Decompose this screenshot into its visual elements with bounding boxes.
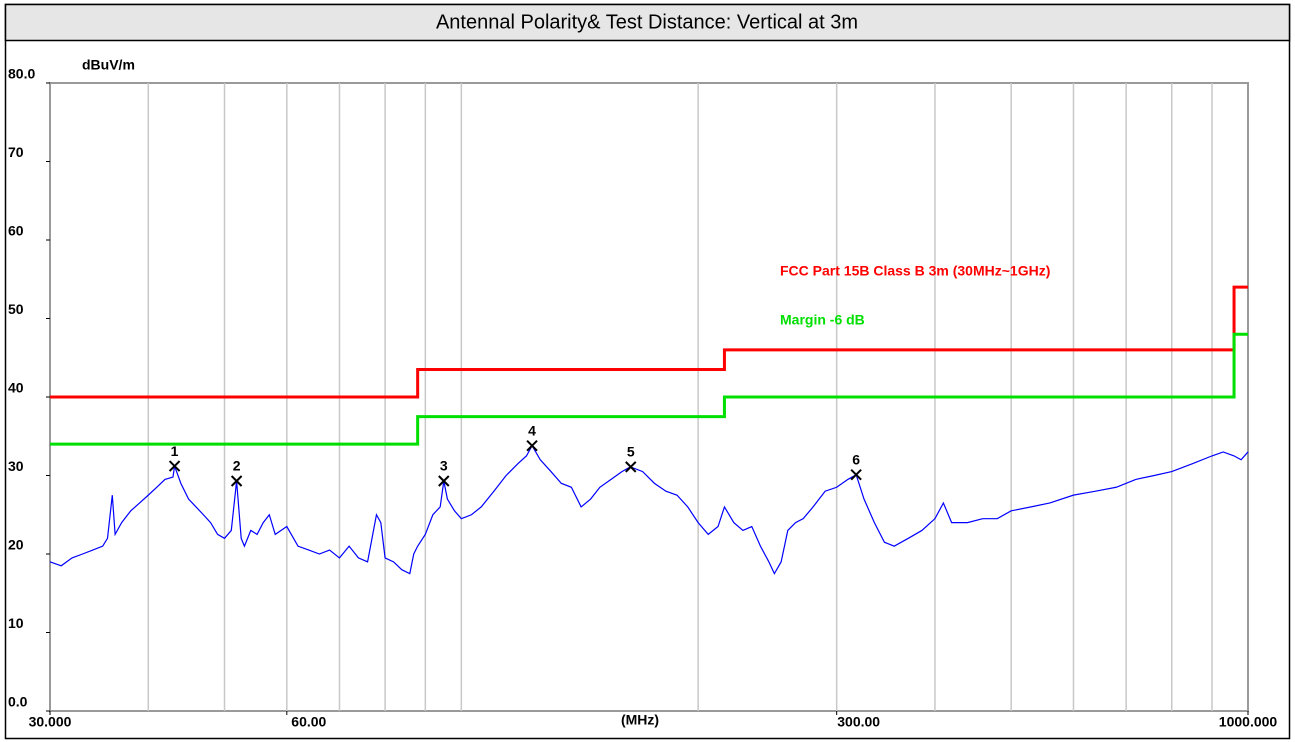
series-line [50, 332, 1248, 446]
x-axis-label: (MHz) [621, 712, 659, 728]
y-tick-label: 40 [8, 380, 24, 396]
legend-label: Margin -6 dB [780, 312, 865, 328]
legend-label: FCC Part 15B Class B 3m (30MHz~1GHz) [780, 263, 1050, 279]
marker-label: 1 [171, 443, 179, 459]
marker-label: 6 [852, 451, 860, 467]
x-tick-label: 1000.000 [1219, 714, 1278, 730]
marker-label: 3 [440, 458, 448, 474]
series-line [50, 285, 1248, 399]
y-tick-label: 0.0 [8, 694, 28, 710]
y-axis-label: dBuV/m [82, 57, 135, 73]
marker-label: 5 [627, 444, 635, 460]
y-tick-label: 30 [8, 458, 24, 474]
y-tick-label: 10 [8, 615, 24, 631]
marker-label: 4 [528, 422, 536, 438]
frame [4, 3, 1291, 740]
chart-title: Antennal Polarity& Test Distance: Vertic… [436, 11, 858, 33]
marker [438, 475, 450, 487]
y-tick-label: 20 [8, 537, 24, 553]
y-tick-label: 60 [8, 223, 24, 239]
y-tick-label: 70 [8, 144, 24, 160]
marker [230, 475, 243, 487]
marker [850, 469, 862, 481]
marker [625, 461, 637, 473]
marker-label: 2 [233, 458, 241, 474]
y-tick-label: 80.0 [8, 66, 35, 82]
y-tick-label: 50 [8, 301, 24, 317]
marker [526, 439, 538, 452]
marker [168, 460, 181, 472]
x-tick-label: 300.00 [837, 714, 880, 730]
title-bar [4, 3, 1291, 42]
series-line [49, 444, 1249, 575]
x-tick-label: 30.000 [29, 714, 72, 730]
x-tick-label: 60.00 [291, 714, 326, 730]
